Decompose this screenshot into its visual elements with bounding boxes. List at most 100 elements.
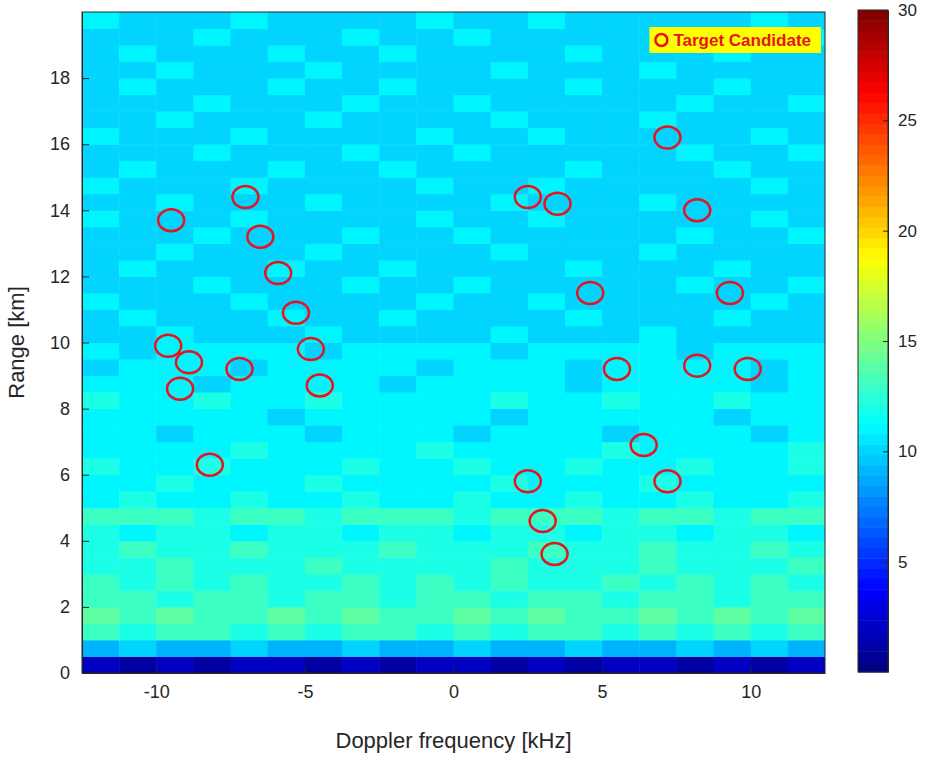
heatmap-cell — [268, 640, 306, 657]
heatmap-cell — [231, 409, 269, 426]
colorbar-tick-mark — [883, 451, 888, 452]
colorbar-swatch — [858, 538, 888, 549]
heatmap-cell — [342, 508, 380, 525]
heatmap-cell — [231, 309, 269, 326]
heatmap-cell — [454, 227, 492, 244]
heatmap-cell — [751, 276, 789, 293]
target-marker — [515, 186, 541, 208]
heatmap-cell — [454, 607, 492, 624]
heatmap-cell — [676, 409, 714, 426]
heatmap-cell — [193, 409, 231, 426]
heatmap-cell — [602, 12, 640, 29]
heatmap-cell — [714, 524, 752, 541]
heatmap-cell — [788, 12, 825, 29]
heatmap-cell — [379, 376, 417, 393]
heatmap-cell — [454, 640, 492, 657]
heatmap-cell — [342, 293, 380, 310]
heatmap-cell — [528, 45, 566, 62]
colorbar-tick: 5 — [883, 553, 907, 572]
colorbar-swatch — [858, 258, 888, 269]
heatmap-cell — [305, 243, 343, 260]
heatmap-cell — [119, 276, 157, 293]
heatmap-cell — [379, 425, 417, 442]
heatmap-cell — [416, 276, 454, 293]
heatmap-cell — [82, 293, 120, 310]
heatmap-cell — [119, 541, 157, 558]
heatmap-cell — [416, 491, 454, 508]
heatmap-cell — [156, 326, 194, 343]
heatmap-cell — [751, 12, 789, 29]
heatmap-cell — [676, 541, 714, 558]
heatmap-cell — [416, 29, 454, 46]
y-tick: 18 — [50, 68, 89, 88]
colorbar-swatch — [858, 341, 888, 352]
heatmap-cell — [491, 326, 529, 343]
heatmap-cell — [305, 640, 343, 657]
heatmap-cell — [491, 656, 529, 673]
heatmap-cell — [268, 359, 306, 376]
heatmap-cell — [82, 359, 120, 376]
x-tick: 10 — [741, 666, 761, 702]
heatmap-cell — [379, 590, 417, 607]
heatmap-cell — [639, 95, 677, 112]
heatmap-cell — [454, 276, 492, 293]
heatmap-cell — [676, 243, 714, 260]
heatmap-cell — [82, 524, 120, 541]
target-marker — [265, 262, 291, 284]
heatmap-cell — [676, 640, 714, 657]
heatmap-cell — [305, 260, 343, 277]
heatmap-cell — [639, 161, 677, 178]
heatmap-cell — [156, 111, 194, 128]
heatmap-cell — [491, 243, 529, 260]
heatmap-cell — [602, 276, 640, 293]
heatmap-cell — [379, 177, 417, 194]
colorbar-tick: 30 — [883, 1, 917, 20]
heatmap-cell — [379, 607, 417, 624]
heatmap-cell — [602, 425, 640, 442]
colorbar-swatch — [858, 331, 888, 342]
heatmap-cell — [342, 359, 380, 376]
y-tick: 8 — [60, 399, 89, 419]
heatmap-cell — [156, 243, 194, 260]
heatmap-cell — [342, 442, 380, 459]
heatmap-cell — [231, 392, 269, 409]
y-tick: 12 — [50, 267, 89, 287]
colorbar-swatch — [858, 362, 888, 373]
heatmap-cell — [751, 458, 789, 475]
heatmap-cell — [565, 227, 603, 244]
heatmap-cell — [491, 45, 529, 62]
heatmap-cell — [119, 293, 157, 310]
heatmap-cell — [639, 541, 677, 558]
heatmap-cell — [305, 45, 343, 62]
colorbar-frame — [858, 10, 888, 672]
colorbar-swatch — [858, 165, 888, 176]
heatmap-cell — [528, 62, 566, 79]
heatmap-cell — [714, 508, 752, 525]
heatmap-cell — [416, 392, 454, 409]
heatmap-cell — [156, 29, 194, 46]
heatmap-cell — [193, 29, 231, 46]
heatmap-cell — [788, 425, 825, 442]
heatmap-cell — [305, 62, 343, 79]
x-tick-label: 10 — [741, 682, 761, 702]
heatmap-cell — [639, 491, 677, 508]
heatmap-cell — [231, 62, 269, 79]
heatmap-cell — [82, 95, 120, 112]
heatmap-cell — [565, 458, 603, 475]
heatmap-cell — [751, 409, 789, 426]
heatmap-cell — [676, 12, 714, 29]
colorbar-swatch — [858, 527, 888, 538]
target-marker — [542, 543, 568, 565]
heatmap-cell — [268, 491, 306, 508]
heatmap-cell — [714, 210, 752, 227]
heatmap-cell — [454, 458, 492, 475]
heatmap-cell — [491, 475, 529, 492]
heatmap-cell — [491, 458, 529, 475]
heatmap-cell — [342, 260, 380, 277]
heatmap-cell — [491, 144, 529, 161]
y-tick-mark — [82, 78, 89, 79]
heatmap-cell — [156, 409, 194, 426]
heatmap-cell — [565, 557, 603, 574]
heatmap-cell — [379, 574, 417, 591]
heatmap-cell — [454, 128, 492, 145]
